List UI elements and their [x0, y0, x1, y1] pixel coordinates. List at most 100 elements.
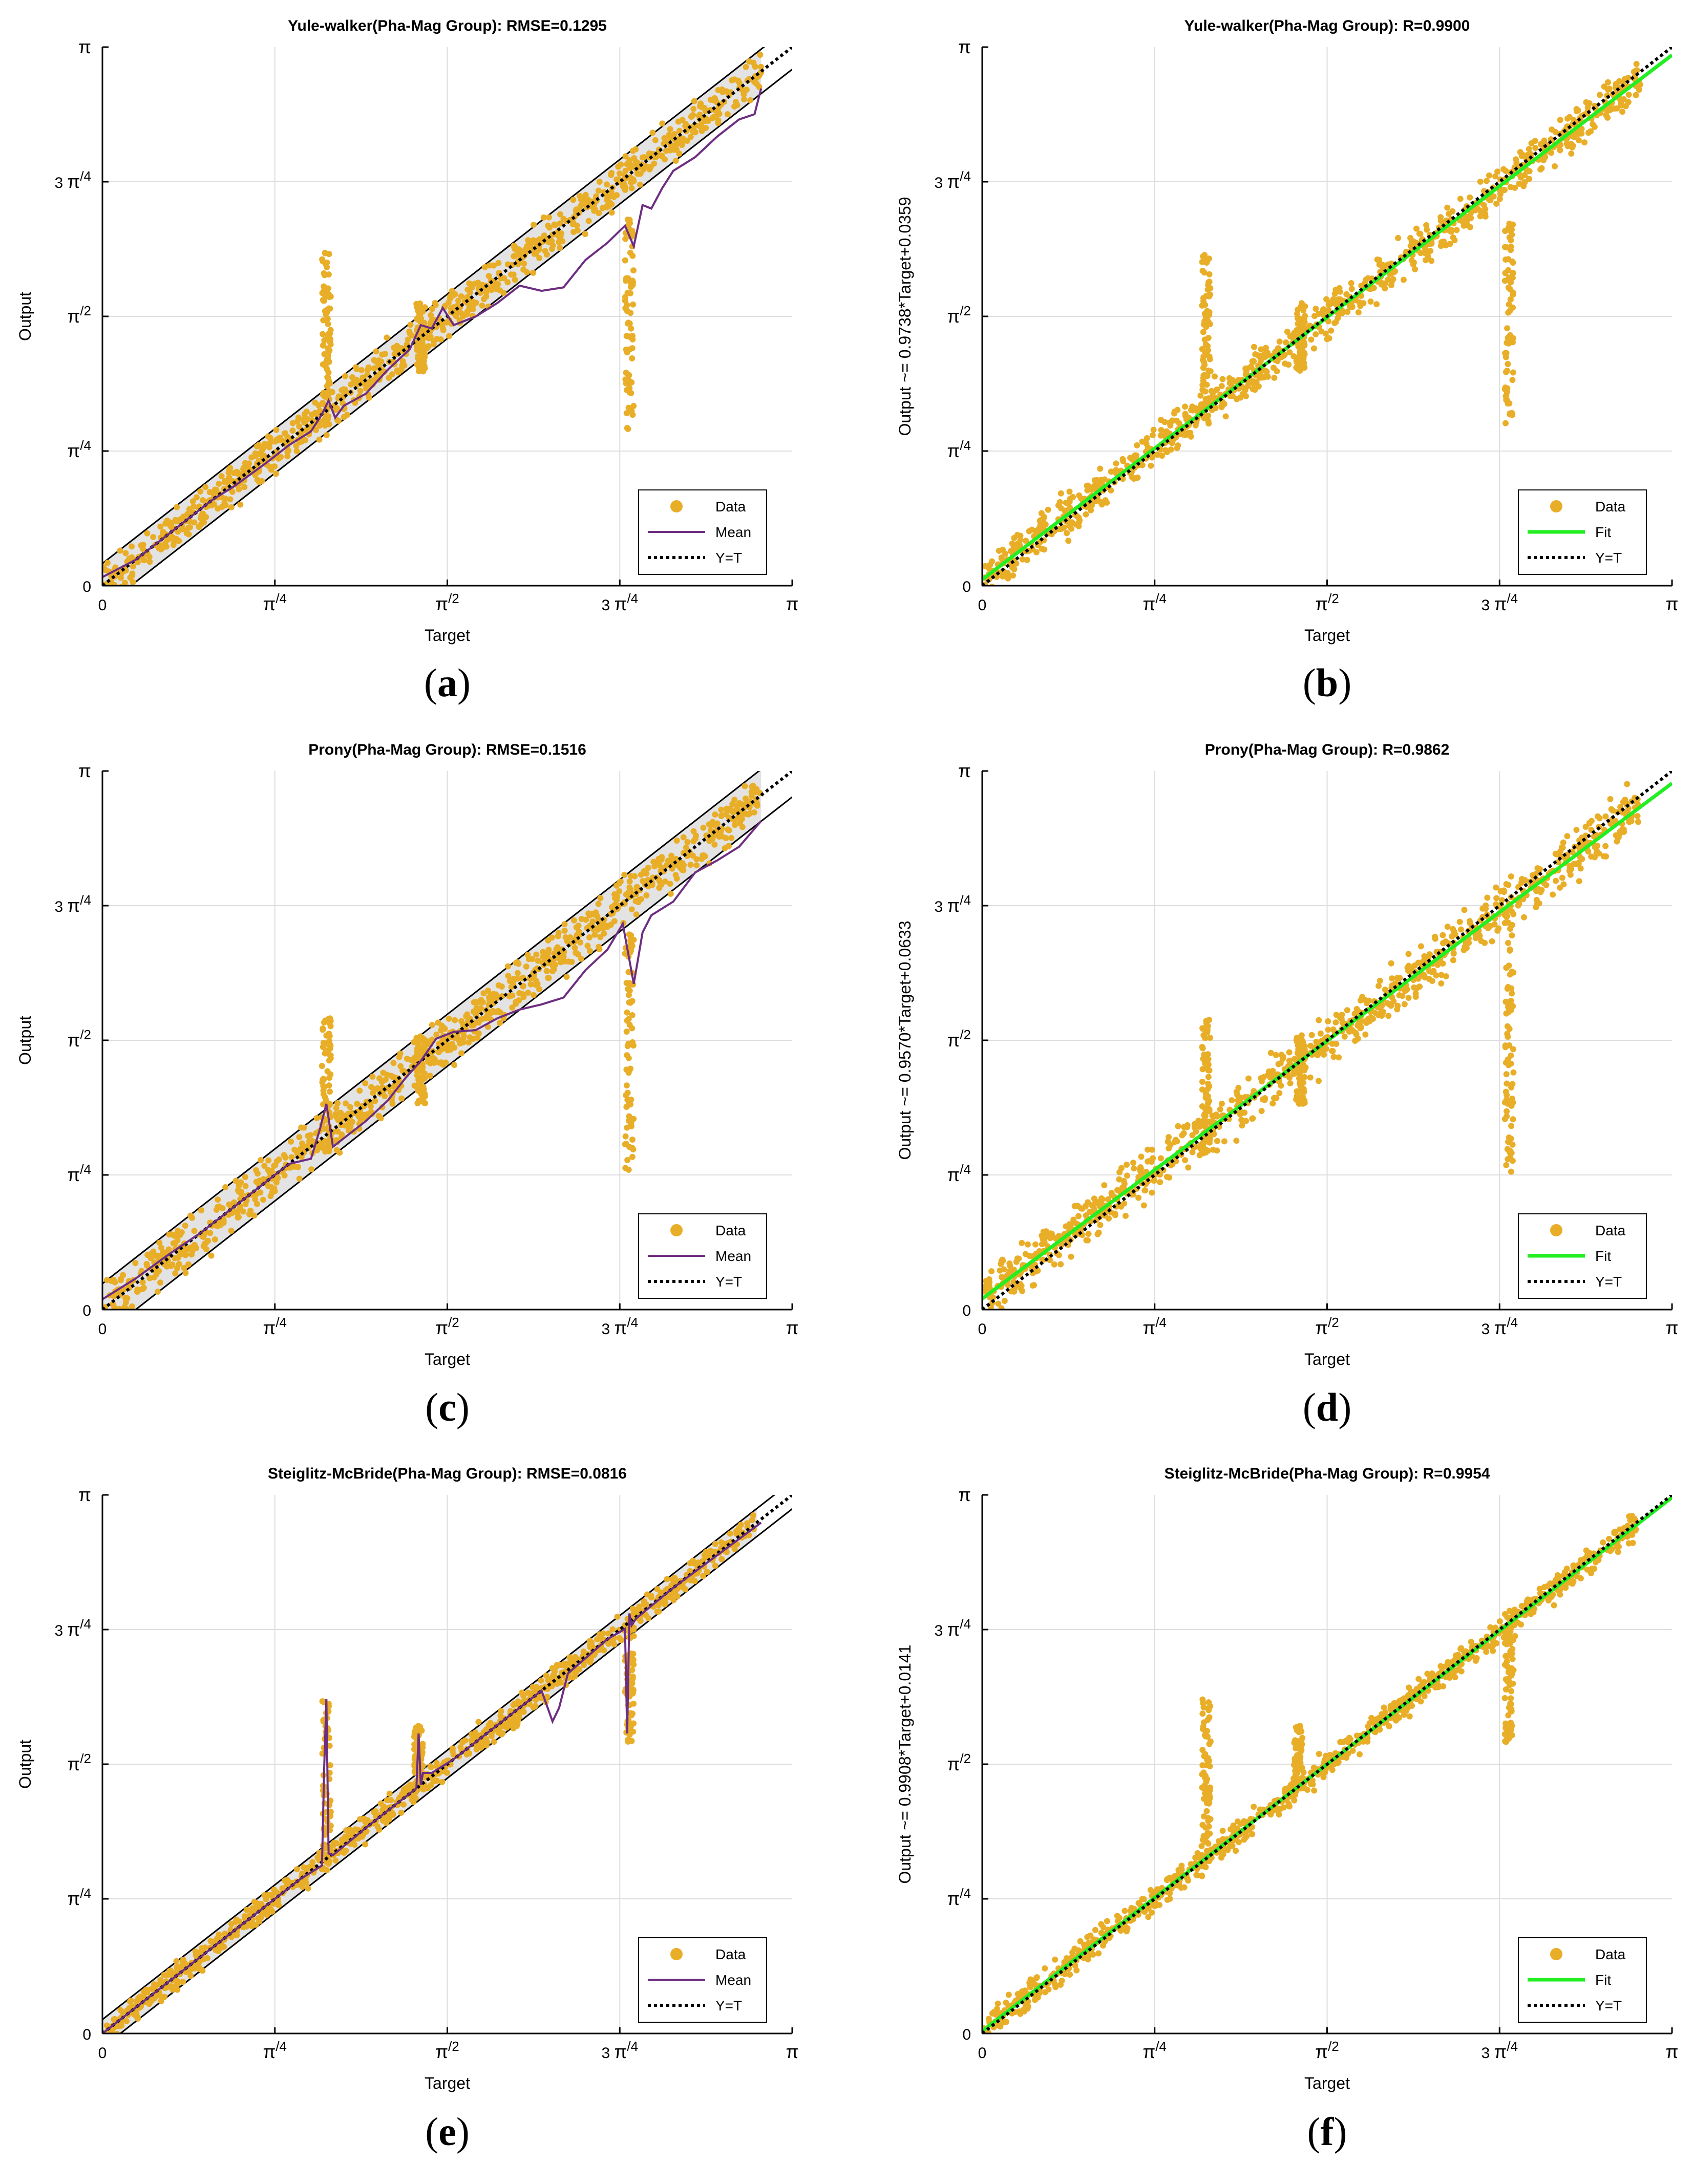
data-point	[718, 807, 724, 813]
data-point	[718, 1556, 725, 1562]
data-point	[1202, 336, 1208, 342]
data-point	[1432, 934, 1438, 940]
data-point	[1201, 372, 1207, 378]
data-point	[1380, 1009, 1386, 1015]
data-point	[1405, 951, 1411, 957]
data-point	[1229, 1097, 1235, 1103]
data-point	[241, 484, 247, 490]
y-tick-label: π/2	[67, 1027, 91, 1051]
data-point	[273, 471, 279, 477]
data-point	[621, 872, 627, 878]
data-point	[707, 822, 713, 828]
data-point	[1450, 957, 1456, 963]
data-point	[1307, 1043, 1314, 1049]
data-point	[1113, 460, 1119, 466]
legend-data-marker	[1550, 500, 1562, 512]
data-point	[417, 1046, 423, 1052]
data-point	[1251, 344, 1257, 350]
data-point	[1039, 546, 1045, 552]
data-point	[1219, 376, 1225, 382]
data-point	[1602, 843, 1609, 849]
data-point	[1560, 840, 1567, 846]
data-point	[509, 1004, 515, 1011]
data-point	[1138, 1153, 1145, 1160]
data-point	[482, 1015, 489, 1021]
data-point	[540, 949, 546, 955]
data-point	[1101, 1182, 1107, 1188]
x-tick-label: 3 π/4	[1481, 1315, 1518, 1338]
data-point	[1540, 157, 1547, 163]
data-point	[282, 1154, 288, 1161]
data-point	[632, 146, 639, 153]
data-point	[747, 810, 753, 817]
data-point	[416, 304, 422, 310]
data-point	[636, 899, 642, 905]
data-point	[623, 347, 629, 353]
data-point	[626, 1114, 632, 1120]
data-point	[1068, 1254, 1074, 1260]
y-tick-label: 0	[82, 1302, 91, 1319]
data-point	[1505, 984, 1511, 990]
data-point	[1510, 1116, 1516, 1122]
data-point	[189, 1215, 195, 1221]
data-point	[396, 1054, 403, 1060]
data-point	[491, 285, 497, 291]
data-point	[205, 1238, 211, 1244]
data-point	[449, 288, 455, 294]
data-point	[1195, 1118, 1201, 1124]
data-point	[1510, 1003, 1516, 1009]
data-point	[212, 1236, 218, 1243]
data-point	[1313, 306, 1319, 312]
chart-title: Prony(Pha-Mag Group): RMSE=0.1516	[308, 741, 586, 758]
data-point	[1084, 483, 1090, 489]
data-point	[628, 326, 634, 332]
data-point	[511, 271, 517, 277]
data-point	[630, 267, 637, 273]
data-point	[1537, 866, 1543, 872]
data-point	[446, 1016, 452, 1022]
data-point	[1357, 1020, 1363, 1026]
data-point	[474, 1035, 480, 1041]
data-point	[1510, 260, 1516, 266]
data-point	[1550, 891, 1556, 897]
data-point	[1309, 1032, 1315, 1038]
data-point	[570, 197, 576, 203]
data-point	[399, 362, 405, 369]
data-point	[336, 1149, 343, 1155]
data-point	[1205, 1105, 1211, 1111]
data-point	[481, 296, 487, 302]
data-point	[629, 408, 635, 414]
data-point	[1200, 329, 1207, 335]
data-point	[1200, 354, 1207, 360]
data-point	[1199, 259, 1205, 265]
data-point	[1075, 1213, 1082, 1219]
data-point	[1205, 319, 1212, 325]
y-tick-label: π	[958, 760, 971, 781]
data-point	[637, 182, 643, 188]
data-point	[1493, 884, 1499, 890]
data-point	[558, 959, 564, 965]
data-point	[545, 975, 551, 981]
data-point	[111, 1316, 117, 1322]
data-point	[744, 87, 750, 93]
legend-data-marker	[670, 1224, 683, 1236]
data-point	[613, 883, 620, 889]
data-point	[376, 357, 382, 363]
data-point	[419, 1076, 426, 1082]
data-point	[1502, 386, 1508, 392]
data-point	[597, 179, 603, 185]
data-point	[1585, 104, 1591, 111]
data-point	[255, 477, 261, 483]
data-point	[1507, 234, 1513, 241]
data-point	[1559, 875, 1565, 881]
data-point	[1493, 895, 1499, 901]
data-point	[729, 801, 735, 807]
data-point	[1424, 227, 1430, 233]
data-point	[1067, 499, 1073, 505]
data-point	[623, 1133, 629, 1140]
data-point	[416, 367, 422, 373]
data-point	[316, 437, 322, 443]
data-point	[718, 813, 725, 819]
data-point	[1483, 213, 1489, 220]
